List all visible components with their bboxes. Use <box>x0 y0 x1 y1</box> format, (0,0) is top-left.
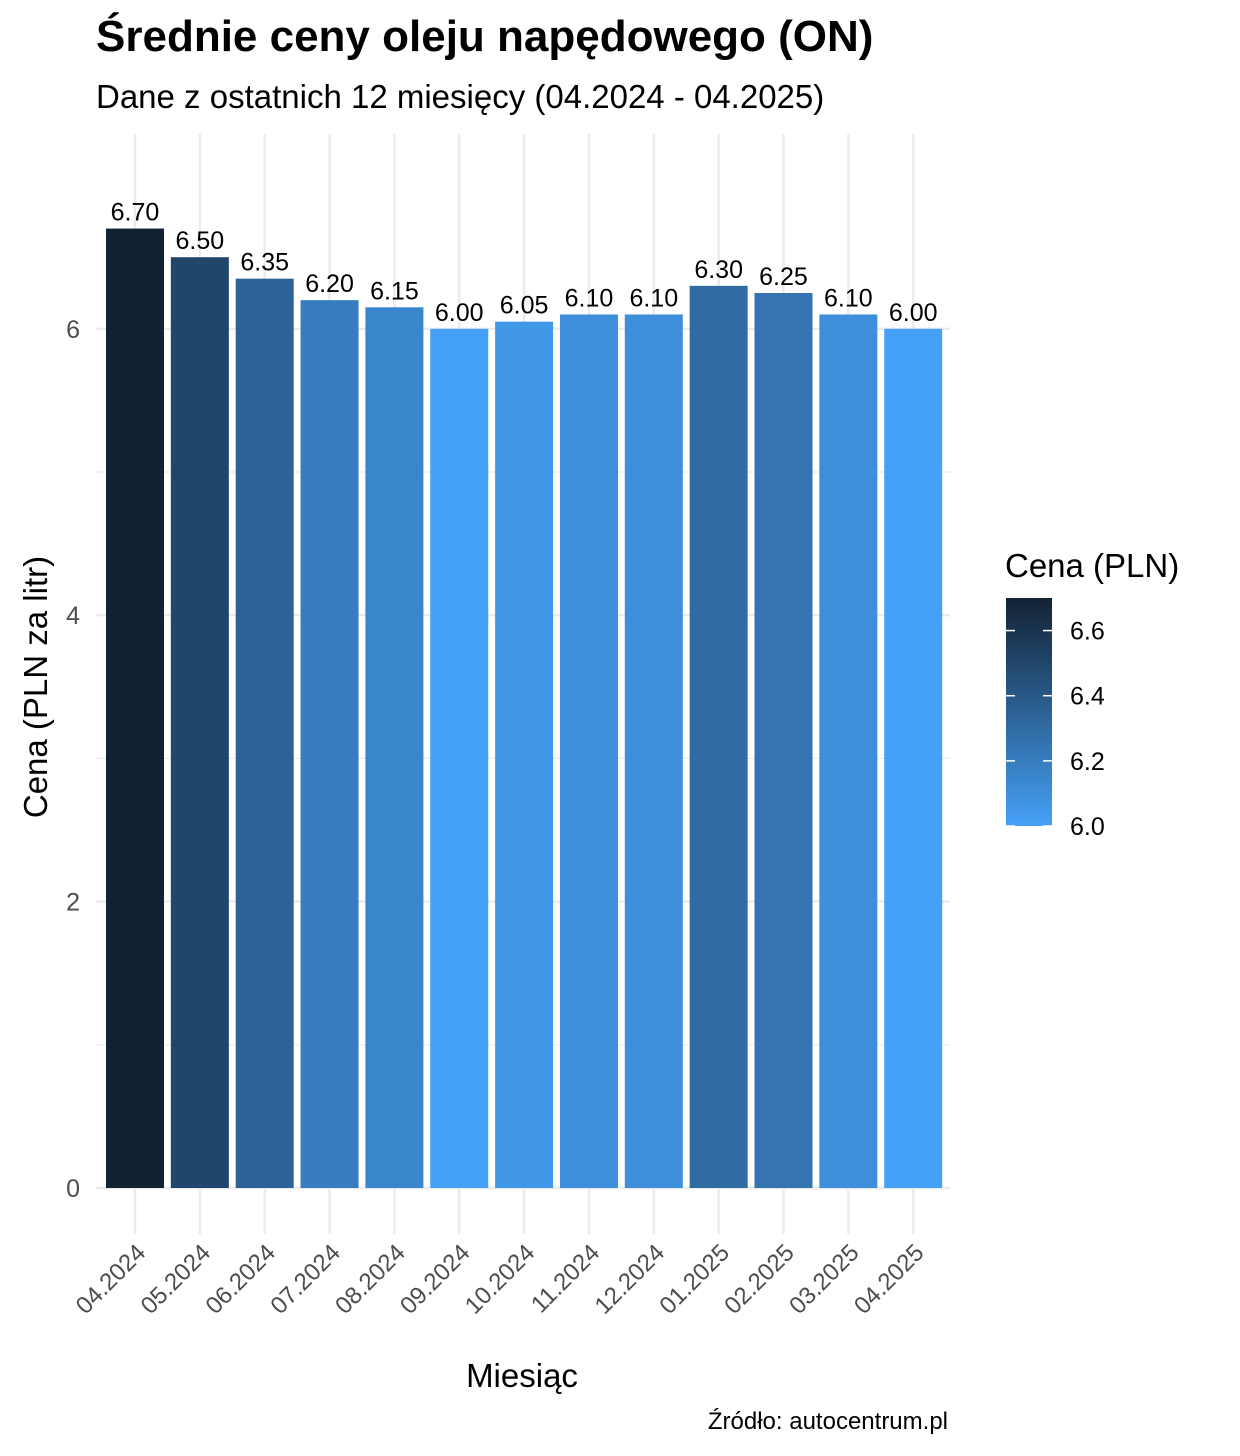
y-axis-title: Cena (PLN za litr) <box>17 556 54 818</box>
x-tick-label: 03.2025 <box>784 1239 864 1319</box>
chart-caption: Źródło: autocentrum.pl <box>707 1408 948 1435</box>
y-tick-label: 6 <box>66 316 80 344</box>
legend-tick-label: 6.6 <box>1070 618 1105 646</box>
x-axis: 04.202405.202406.202407.202408.202409.20… <box>71 1239 930 1319</box>
bar-06.2024 <box>235 278 294 1188</box>
x-tick-label: 12.2024 <box>590 1239 670 1319</box>
bar-value-label: 6.50 <box>176 227 225 255</box>
bar-value-label: 6.10 <box>629 284 678 312</box>
bar-value-label: 6.25 <box>759 263 808 291</box>
legend-tick-label: 6.4 <box>1070 683 1105 711</box>
x-tick-label: 01.2025 <box>654 1239 734 1319</box>
x-tick-label: 04.2025 <box>849 1239 929 1319</box>
x-tick-label: 06.2024 <box>200 1239 280 1319</box>
x-tick-label: 10.2024 <box>460 1239 540 1319</box>
y-tick-label: 4 <box>66 602 80 630</box>
x-tick-label: 02.2025 <box>719 1239 799 1319</box>
bar-value-label: 6.00 <box>889 299 938 327</box>
legend-title: Cena (PLN) <box>1005 547 1179 584</box>
bar-03.2025 <box>819 314 878 1189</box>
legend-tick-label: 6.2 <box>1070 748 1105 776</box>
bar-value-label: 6.30 <box>694 256 743 284</box>
x-tick-label: 08.2024 <box>330 1239 410 1319</box>
legend-ticks: 6.0 6.2 6.4 6.6 <box>1006 618 1105 841</box>
bar-value-label: 6.20 <box>305 270 354 298</box>
bar-09.2024 <box>430 328 489 1188</box>
x-axis-title: Miesiąc <box>466 1357 578 1394</box>
x-tick-label: 09.2024 <box>395 1239 475 1319</box>
bar-value-label: 6.15 <box>370 277 419 305</box>
bar-08.2024 <box>365 307 424 1188</box>
x-tick-label: 11.2024 <box>526 1239 605 1318</box>
chart-title: Średnie ceny oleju napędowego (ON) <box>96 12 874 61</box>
bar-05.2024 <box>170 257 229 1188</box>
bar-12.2024 <box>624 314 683 1189</box>
bar-value-label: 6.35 <box>240 249 289 277</box>
x-tick-label: 07.2024 <box>265 1239 345 1319</box>
bar-11.2024 <box>559 314 618 1189</box>
bar-value-label: 6.05 <box>500 292 549 320</box>
x-tick-label: 04.2024 <box>71 1239 151 1319</box>
y-tick-label: 2 <box>66 889 80 917</box>
legend-tick-label: 6.0 <box>1070 813 1105 841</box>
bar-01.2025 <box>689 285 748 1189</box>
x-tick-label: 05.2024 <box>136 1239 216 1319</box>
legend-colorbar <box>1006 598 1052 826</box>
bar-value-label: 6.70 <box>111 199 160 227</box>
color-legend: Cena (PLN) 6.0 6.2 6.4 6.6 <box>1005 547 1179 841</box>
y-tick-label: 0 <box>66 1175 80 1203</box>
chart-subtitle: Dane z ostatnich 12 miesięcy (04.2024 - … <box>96 78 825 115</box>
bar-10.2024 <box>495 321 554 1188</box>
bar-value-label: 6.00 <box>435 299 484 327</box>
bar-04.2025 <box>884 328 943 1188</box>
bar-04.2024 <box>106 228 164 1188</box>
value-labels: 6.70 6.50 6.35 6.20 6.15 6.00 6.05 6.10 6.10 6.30… <box>111 199 938 327</box>
bar-value-label: 6.10 <box>824 284 873 312</box>
bars <box>106 228 943 1189</box>
bar-02.2025 <box>754 293 813 1188</box>
y-axis: 0 2 4 6 <box>66 316 80 1203</box>
bar-07.2024 <box>300 300 359 1188</box>
bar-value-label: 6.10 <box>565 284 614 312</box>
